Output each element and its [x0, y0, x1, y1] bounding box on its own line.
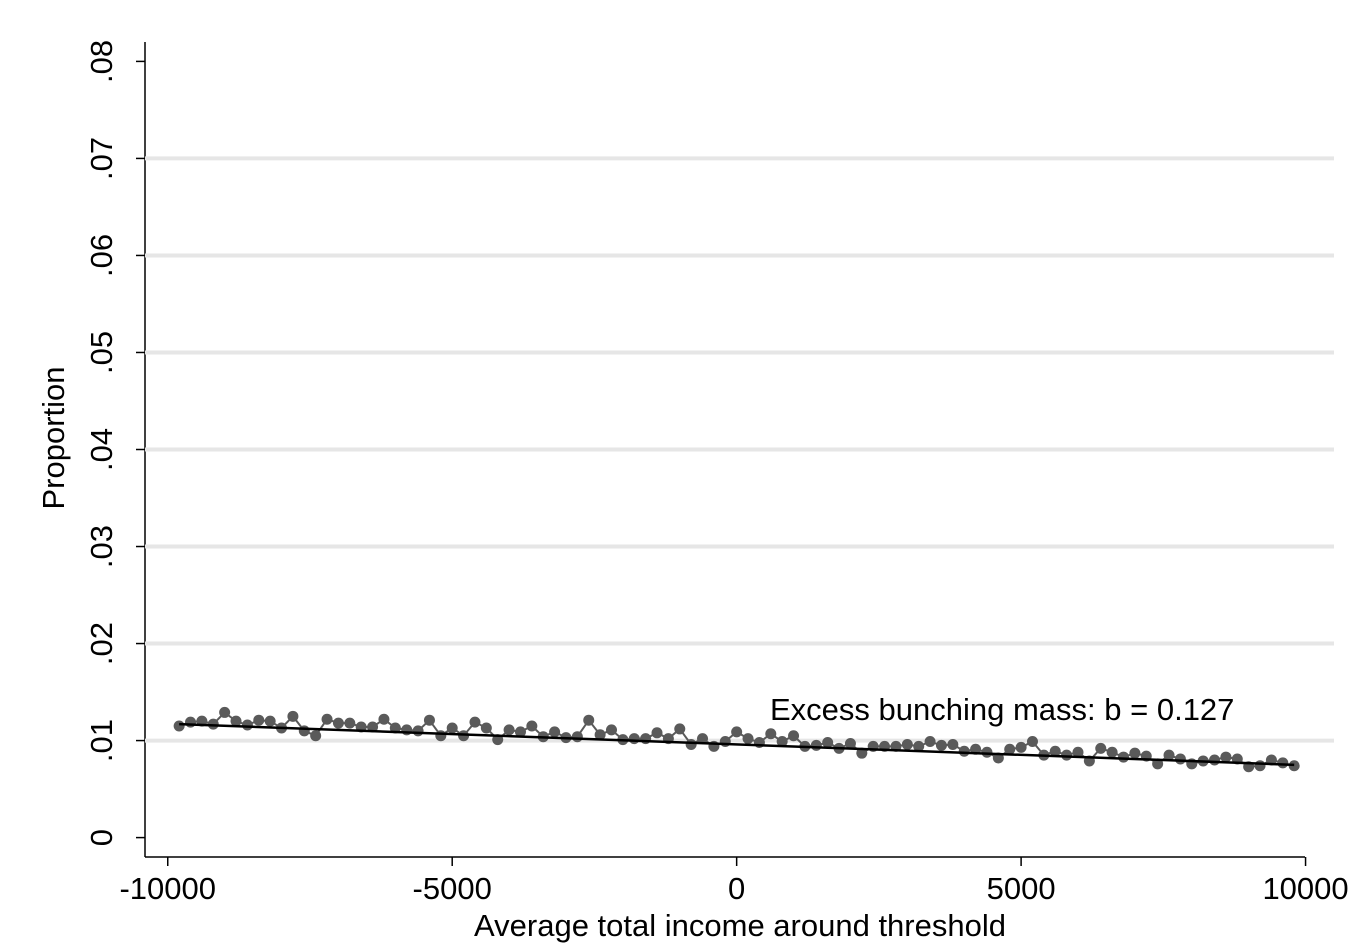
- data-point: [901, 738, 913, 750]
- data-point: [185, 716, 197, 728]
- data-point: [423, 714, 435, 726]
- data-point: [674, 723, 686, 735]
- y-tick-label: .02: [84, 622, 119, 665]
- data-point: [742, 733, 754, 745]
- data-point: [1209, 754, 1221, 766]
- fit-line: [179, 722, 1295, 767]
- data-point: [822, 737, 834, 749]
- data-point: [1026, 736, 1038, 748]
- data-point: [1095, 742, 1107, 754]
- data-point: [844, 737, 856, 749]
- data-point: [230, 715, 242, 727]
- data-point: [765, 728, 777, 740]
- data-point: [310, 730, 322, 742]
- data-point: [378, 713, 390, 725]
- data-point: [435, 730, 447, 742]
- data-point: [1174, 753, 1186, 765]
- data-point: [367, 721, 379, 733]
- data-point: [1163, 749, 1175, 761]
- y-tick-label: 0: [84, 829, 119, 846]
- data-point: [913, 740, 925, 752]
- data-point: [856, 747, 868, 759]
- data-point: [219, 706, 231, 718]
- data-point: [264, 715, 276, 727]
- x-tick-label: -10000: [119, 871, 216, 906]
- y-tick-label: .01: [84, 719, 119, 762]
- x-axis-title: Average total income around threshold: [474, 908, 1006, 943]
- x-tick-label: 0: [728, 871, 745, 906]
- y-tick-label: .06: [84, 234, 119, 277]
- data-point: [446, 722, 458, 734]
- data-point: [480, 722, 492, 734]
- data-point: [1049, 745, 1061, 757]
- data-point: [651, 727, 663, 739]
- y-tick-label: .03: [84, 525, 119, 568]
- data-point: [1288, 760, 1300, 772]
- data-point: [981, 746, 993, 758]
- data-point: [731, 726, 743, 738]
- data-point: [344, 717, 356, 729]
- x-tick-label: 5000: [987, 871, 1056, 906]
- data-point: [788, 730, 800, 742]
- data-point: [924, 736, 936, 748]
- data-point: [958, 745, 970, 757]
- data-point: [1106, 746, 1118, 758]
- data-point: [947, 738, 959, 750]
- data-point: [1118, 751, 1130, 763]
- annotation: Excess bunching mass: b = 0.127: [770, 692, 1234, 727]
- data-point: [594, 729, 606, 741]
- x-tick-label: 10000: [1262, 871, 1348, 906]
- data-point: [549, 726, 561, 738]
- data-point: [253, 714, 265, 726]
- data-point: [241, 719, 253, 731]
- data-point: [1254, 760, 1266, 772]
- data-point: [287, 710, 299, 722]
- data-point: [571, 731, 583, 743]
- data-point: [776, 736, 788, 748]
- data-point: [810, 739, 822, 751]
- y-axis-title: Proportion: [36, 366, 71, 509]
- data-point: [173, 720, 185, 732]
- y-tick-label: .08: [84, 40, 119, 83]
- data-point: [628, 733, 640, 745]
- y-tick-label: .04: [84, 428, 119, 471]
- data-point: [1004, 743, 1016, 755]
- data-point: [935, 739, 947, 751]
- data-point: [1015, 741, 1027, 753]
- data-point: [1072, 746, 1084, 758]
- data-point: [514, 726, 526, 738]
- data-point: [469, 716, 481, 728]
- y-tick-label: .07: [84, 137, 119, 180]
- data-point: [332, 717, 344, 729]
- data-point: [321, 713, 333, 725]
- data-point: [685, 738, 697, 750]
- data-point: [298, 725, 310, 737]
- data-point: [1061, 749, 1073, 761]
- data-point: [526, 720, 538, 732]
- x-tick-label: -5000: [413, 871, 492, 906]
- data-point: [412, 725, 424, 737]
- data-point: [1220, 751, 1232, 763]
- data-point: [605, 724, 617, 736]
- data-point: [697, 733, 709, 745]
- data-point: [1277, 757, 1289, 769]
- y-tick-label: .05: [84, 331, 119, 374]
- data-point: [583, 714, 595, 726]
- data-point: [1129, 747, 1141, 759]
- data-point: [503, 724, 515, 736]
